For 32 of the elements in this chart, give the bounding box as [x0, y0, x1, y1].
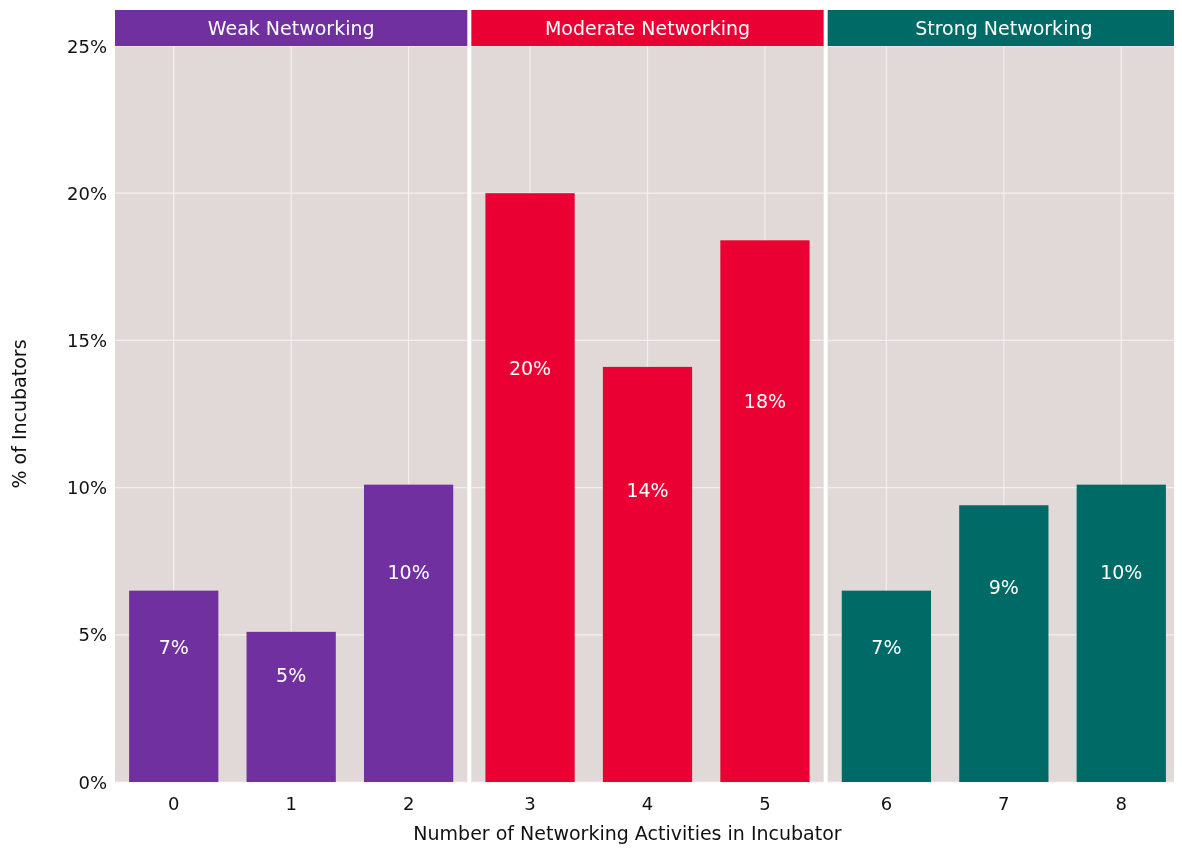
chart-title: Weak Networking: [207, 17, 375, 39]
data-label: 5%: [276, 664, 307, 687]
data-label: 10%: [387, 561, 430, 584]
data-label: 7%: [158, 635, 189, 658]
bar: [129, 590, 219, 782]
data-label: 9%: [988, 575, 1019, 598]
x-tick-label: 8: [1115, 793, 1127, 814]
y-axis-title: % of Incubators: [8, 339, 30, 489]
x-tick-label: 0: [168, 793, 180, 814]
x-tick-label: 6: [880, 793, 893, 814]
y-tick-label: 15%: [66, 329, 107, 351]
y-tick-label: 10%: [66, 477, 107, 499]
y-tick-label: 0%: [78, 771, 107, 793]
bar: [246, 631, 336, 782]
data-label: 10%: [1100, 561, 1143, 584]
data-label: 18%: [743, 390, 787, 413]
x-tick-label: 1: [285, 793, 297, 814]
x-axis-title: Number of Networking Activities in Incubator: [413, 822, 842, 844]
y-tick-label: 5%: [78, 624, 107, 646]
data-label: 7%: [871, 635, 902, 658]
x-tick-label: 4: [641, 793, 654, 814]
data-label: 20%: [508, 357, 552, 380]
bar: [363, 484, 454, 782]
x-tick-label: 2: [402, 793, 415, 814]
chart-title: Strong Networking: [915, 17, 1093, 39]
x-tick-label: 5: [759, 793, 771, 814]
x-tick-label: 3: [524, 793, 536, 814]
chart-title: Moderate Networking: [544, 17, 751, 39]
x-tick-label: 7: [998, 793, 1010, 814]
y-tick-label: 25%: [66, 35, 107, 57]
data-label: 14%: [626, 478, 669, 501]
y-tick-label: 20%: [66, 182, 107, 204]
